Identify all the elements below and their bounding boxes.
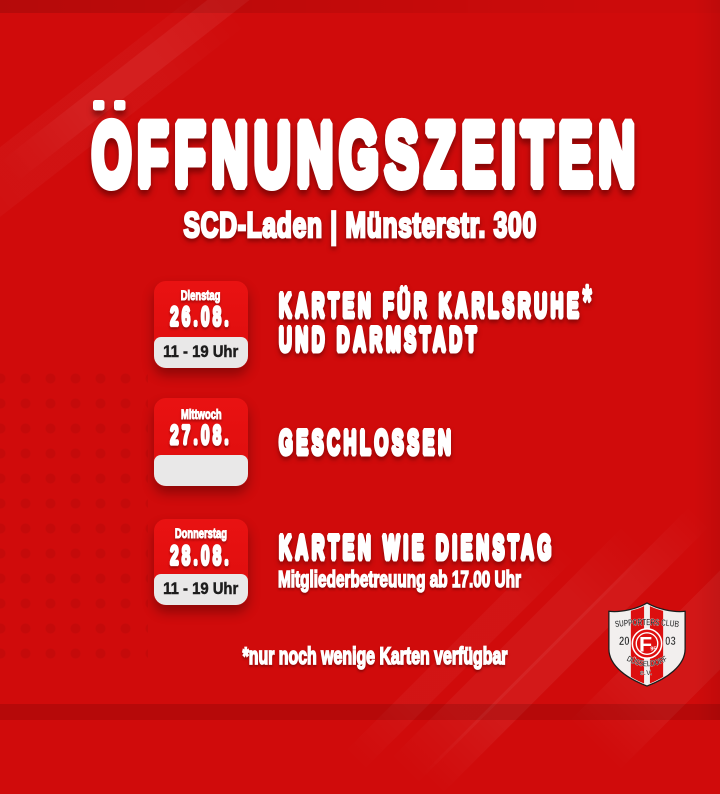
- svg-text:e.V.: e.V.: [640, 668, 652, 677]
- svg-text:SUPPORTERS CLUB: SUPPORTERS CLUB: [614, 617, 680, 629]
- svg-text:UND DARMSTADT: UND DARMSTADT: [279, 320, 480, 359]
- svg-text:DÜSSELDORF: DÜSSELDORF: [625, 653, 669, 668]
- svg-text:F: F: [639, 632, 652, 656]
- svg-text:OFFNUNGSZEITEN: OFFNUNGSZEITEN: [92, 106, 641, 204]
- svg-text:GESCHLOSSEN: GESCHLOSSEN: [279, 423, 455, 462]
- svg-text:26.08.: 26.08.: [170, 301, 232, 332]
- svg-text:03: 03: [665, 635, 676, 648]
- svg-text:28.08.: 28.08.: [170, 540, 232, 571]
- svg-text:20: 20: [619, 635, 630, 648]
- svg-text:27.08.: 27.08.: [170, 420, 232, 451]
- svg-text:KARTEN WIE DIENSTAG: KARTEN WIE DIENSTAG: [279, 528, 555, 567]
- svg-text:95: 95: [650, 646, 656, 652]
